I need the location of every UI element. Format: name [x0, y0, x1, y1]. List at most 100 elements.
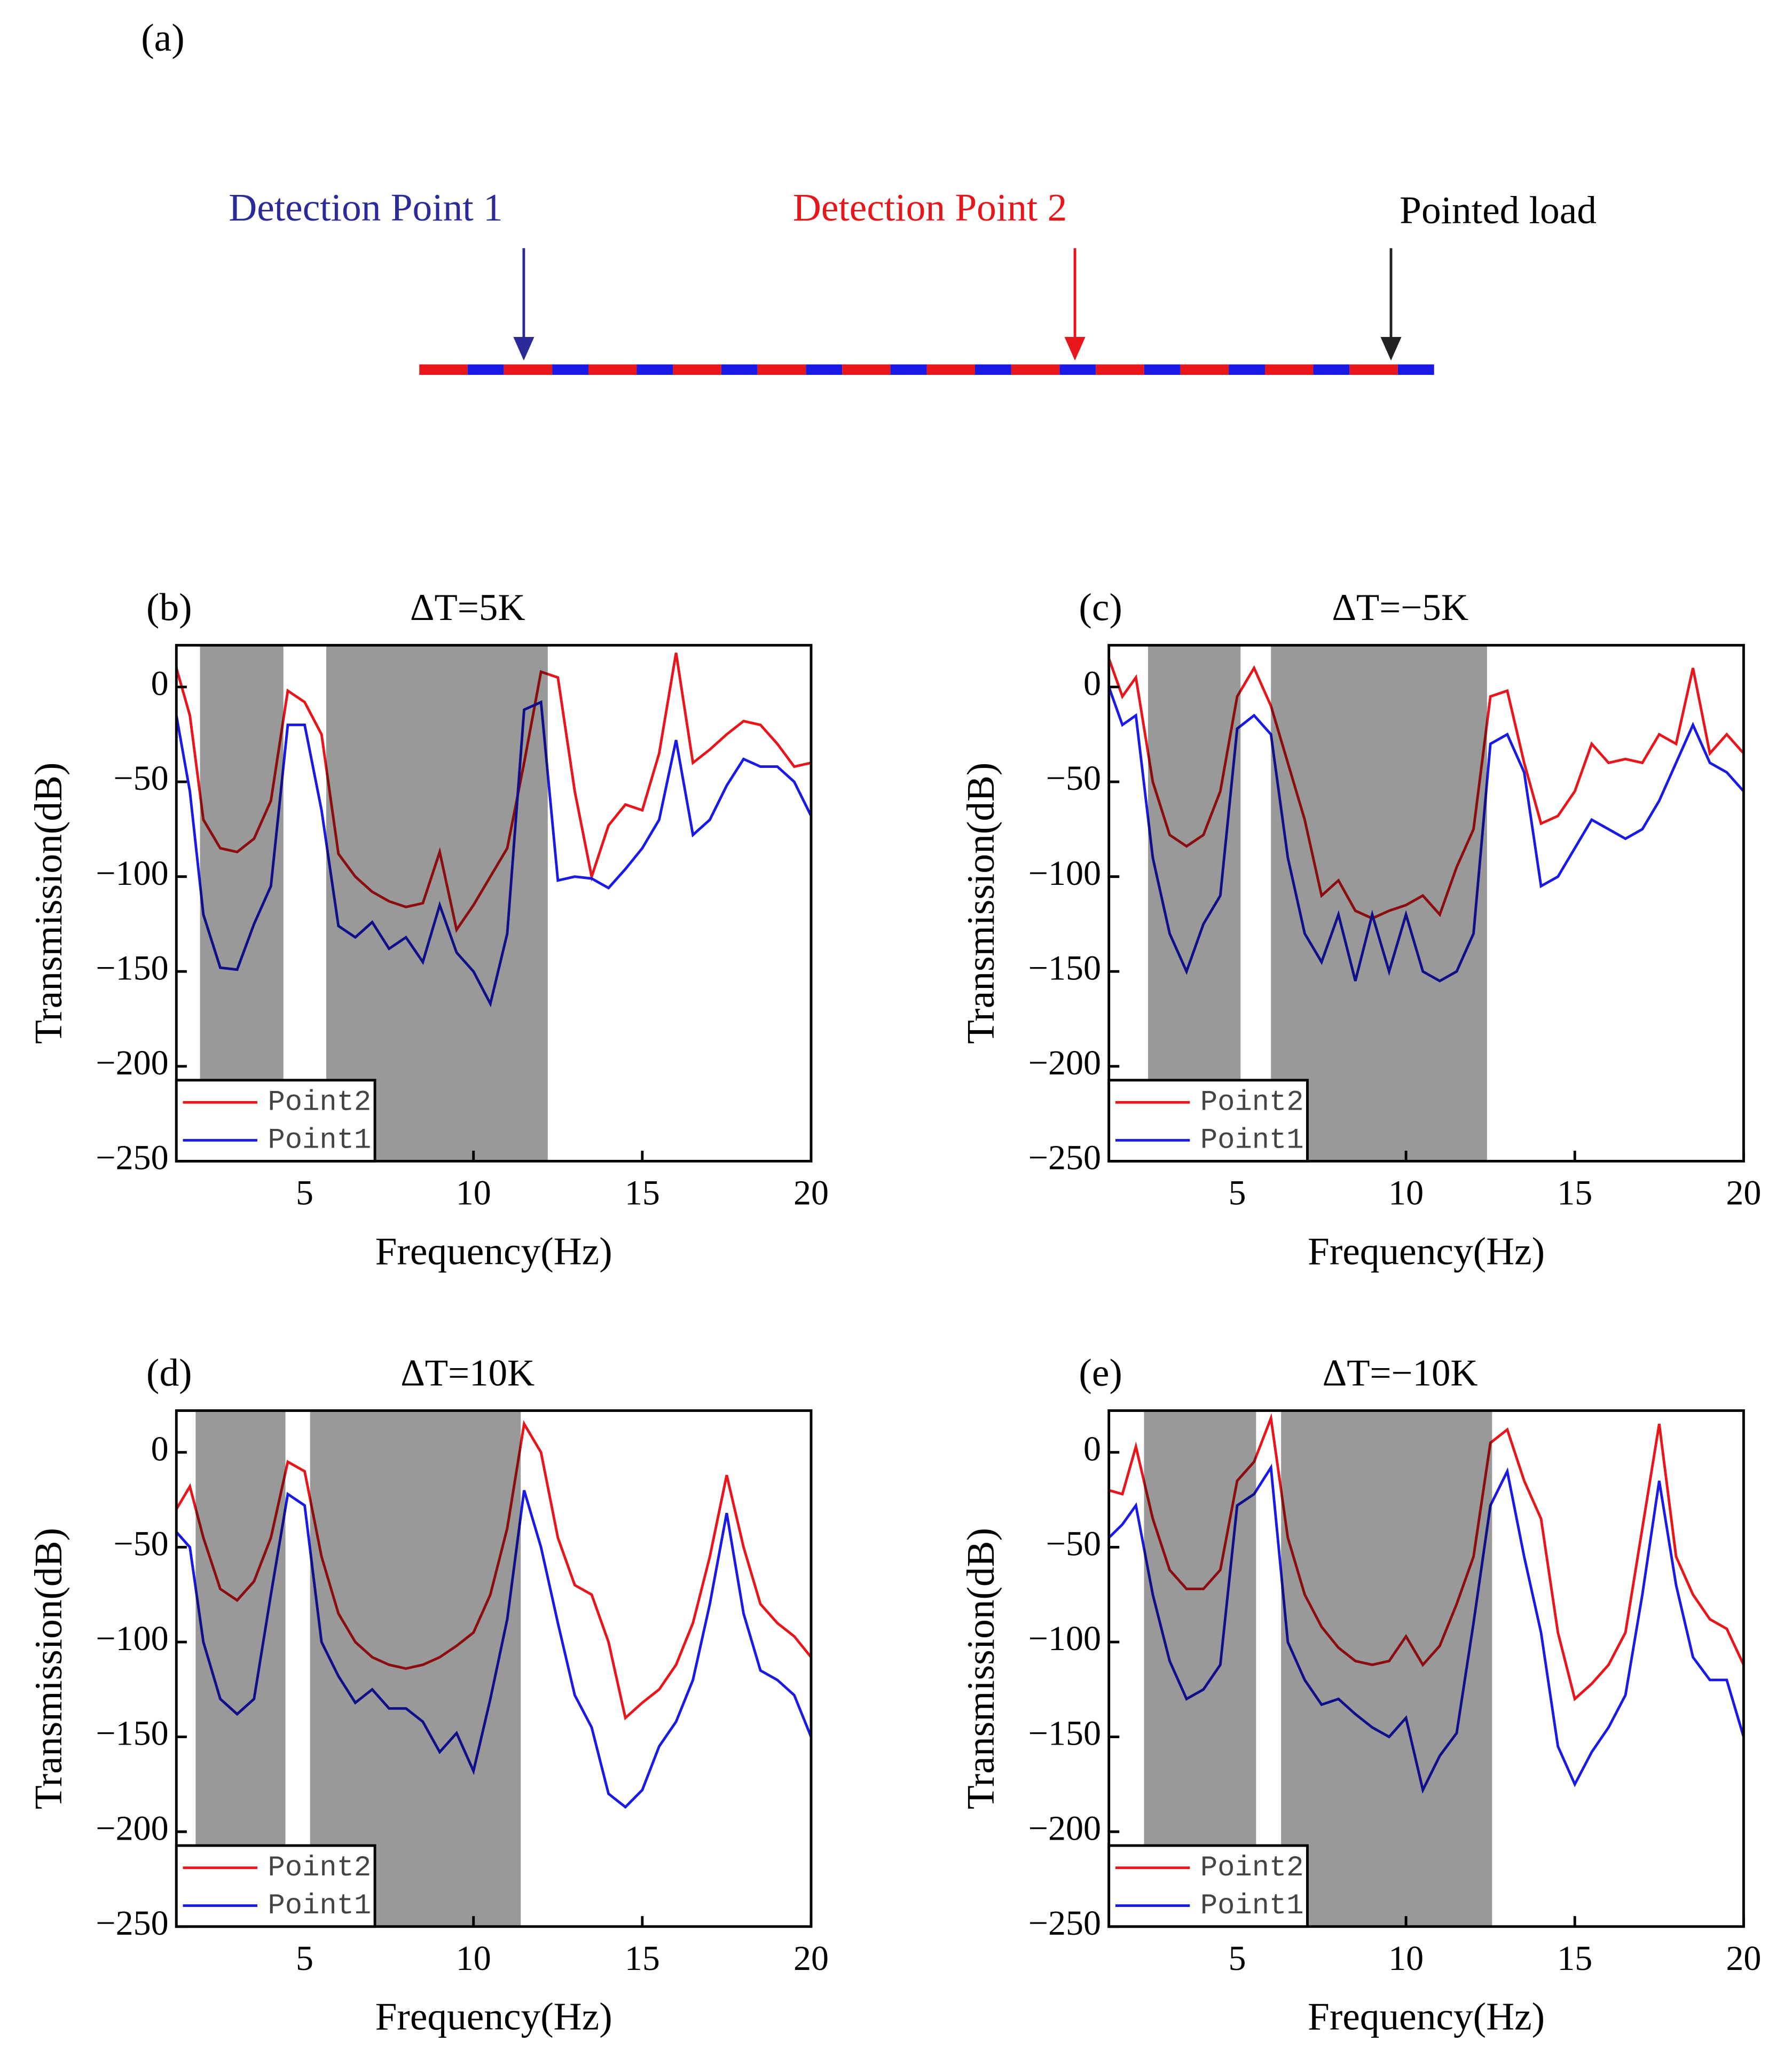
beam-segment	[419, 364, 468, 375]
legend-box	[1107, 1844, 1309, 1928]
x-tick-label: 10	[456, 1174, 491, 1213]
x-axis-label: Frequency(Hz)	[1308, 1995, 1545, 2038]
y-tick-label: −200	[96, 1043, 168, 1082]
x-tick-label: 15	[625, 1939, 660, 1978]
legend-label: Point1	[268, 1125, 372, 1157]
band	[195, 1410, 286, 1927]
y-tick-label: −150	[96, 948, 168, 987]
series-line	[1109, 686, 1744, 983]
x-tick-label: 20	[793, 1174, 829, 1213]
x-axis-label: Frequency(Hz)	[1308, 1229, 1545, 1273]
x-tick-label: 20	[793, 1939, 829, 1978]
load-label: Pointed load	[1400, 189, 1597, 232]
point2-label: Detection Point 2	[793, 186, 1067, 229]
plot-frame	[1107, 1409, 1745, 1928]
beam-segment	[1313, 364, 1350, 375]
band	[200, 645, 284, 1161]
beam-segment	[1229, 364, 1265, 375]
plot-frame	[175, 643, 813, 1163]
x-tick-label: 5	[296, 1174, 313, 1213]
y-tick-label: −150	[1028, 1714, 1101, 1753]
beam-segment	[1144, 364, 1181, 375]
band	[1281, 1410, 1492, 1927]
beam-segment	[757, 364, 806, 375]
y-tick-label: −100	[1028, 854, 1101, 893]
y-tick-label: −150	[1028, 948, 1101, 987]
beam-segment	[926, 364, 975, 375]
legend-box	[175, 1079, 376, 1163]
beam-segment	[1096, 364, 1144, 375]
x-tick-label: 10	[1388, 1174, 1424, 1213]
x-tick-label: 20	[1726, 1174, 1761, 1213]
x-axis-label: Frequency(Hz)	[375, 1995, 612, 2038]
legend-box	[175, 1844, 376, 1928]
y-tick-label: 0	[151, 1430, 169, 1469]
point1-label: Detection Point 1	[229, 186, 502, 229]
panel-label: (e)	[1079, 1351, 1122, 1394]
y-axis-label: Transmission(dB)	[27, 763, 70, 1044]
y-axis-label: Transmission(dB)	[959, 1528, 1002, 1809]
chart-title: ΔT=−5K	[1332, 587, 1468, 629]
band	[1144, 1410, 1256, 1927]
beam-segment	[1180, 364, 1229, 375]
series-line	[1109, 1463, 1744, 1794]
beam-segment	[1397, 364, 1434, 375]
y-tick-label: −100	[1028, 1619, 1101, 1658]
beam-segment	[673, 364, 721, 375]
panel-label: (a)	[141, 16, 184, 59]
panel-label: (c)	[1079, 586, 1122, 629]
y-tick-label: −50	[113, 759, 168, 798]
legend-box	[1107, 1079, 1309, 1163]
y-tick-label: −50	[113, 1524, 168, 1563]
x-tick-label: 10	[456, 1939, 491, 1978]
x-tick-label: 15	[1557, 1174, 1592, 1213]
y-tick-label: −100	[96, 1619, 168, 1658]
band	[326, 645, 548, 1161]
y-tick-label: −150	[96, 1714, 168, 1753]
beam-segment	[1349, 364, 1398, 375]
series-line	[176, 1490, 812, 1809]
beam-segment	[1059, 364, 1096, 375]
chart-title: ΔT=10K	[400, 1352, 535, 1394]
x-tick-label: 5	[296, 1939, 313, 1978]
x-tick-label: 10	[1388, 1939, 1424, 1978]
y-tick-label: −250	[1028, 1904, 1101, 1943]
x-tick-label: 5	[1228, 1939, 1246, 1978]
x-tick-label: 15	[1557, 1939, 1592, 1978]
beam-segment	[588, 364, 637, 375]
series-line	[1109, 1413, 1744, 1702]
beam-segment	[1011, 364, 1060, 375]
arrow-head	[1064, 337, 1086, 361]
y-tick-label: −250	[96, 1904, 168, 1943]
y-tick-label: −250	[96, 1139, 168, 1177]
plot-frame	[1107, 643, 1745, 1163]
y-tick-label: −50	[1046, 759, 1101, 798]
plot-frame	[175, 1409, 813, 1928]
y-tick-label: 0	[151, 664, 169, 703]
beam-segment	[504, 364, 553, 375]
beam-segment	[721, 364, 758, 375]
band	[1271, 645, 1487, 1161]
y-tick-label: −200	[1028, 1043, 1101, 1082]
beam-segment	[890, 364, 927, 375]
legend-label: Point1	[1200, 1890, 1304, 1922]
legend-label: Point1	[1200, 1125, 1304, 1157]
beam-segment	[467, 364, 504, 375]
arrow-head	[1380, 337, 1402, 361]
arrow-head	[513, 337, 535, 361]
chart-title: ΔT=−10K	[1323, 1352, 1478, 1394]
x-tick-label: 15	[625, 1174, 660, 1213]
y-tick-label: 0	[1083, 664, 1101, 703]
x-tick-label: 20	[1726, 1939, 1761, 1978]
y-axis-label: Transmission(dB)	[959, 763, 1002, 1044]
panel-label: (b)	[146, 586, 192, 629]
y-axis-label: Transmission(dB)	[27, 1528, 70, 1809]
y-tick-label: −100	[96, 854, 168, 893]
y-tick-label: −200	[96, 1809, 168, 1848]
legend-label: Point2	[1200, 1852, 1304, 1885]
series-line	[176, 653, 812, 933]
legend-label: Point1	[268, 1890, 372, 1922]
y-tick-label: 0	[1083, 1430, 1101, 1469]
beam-segment	[806, 364, 843, 375]
